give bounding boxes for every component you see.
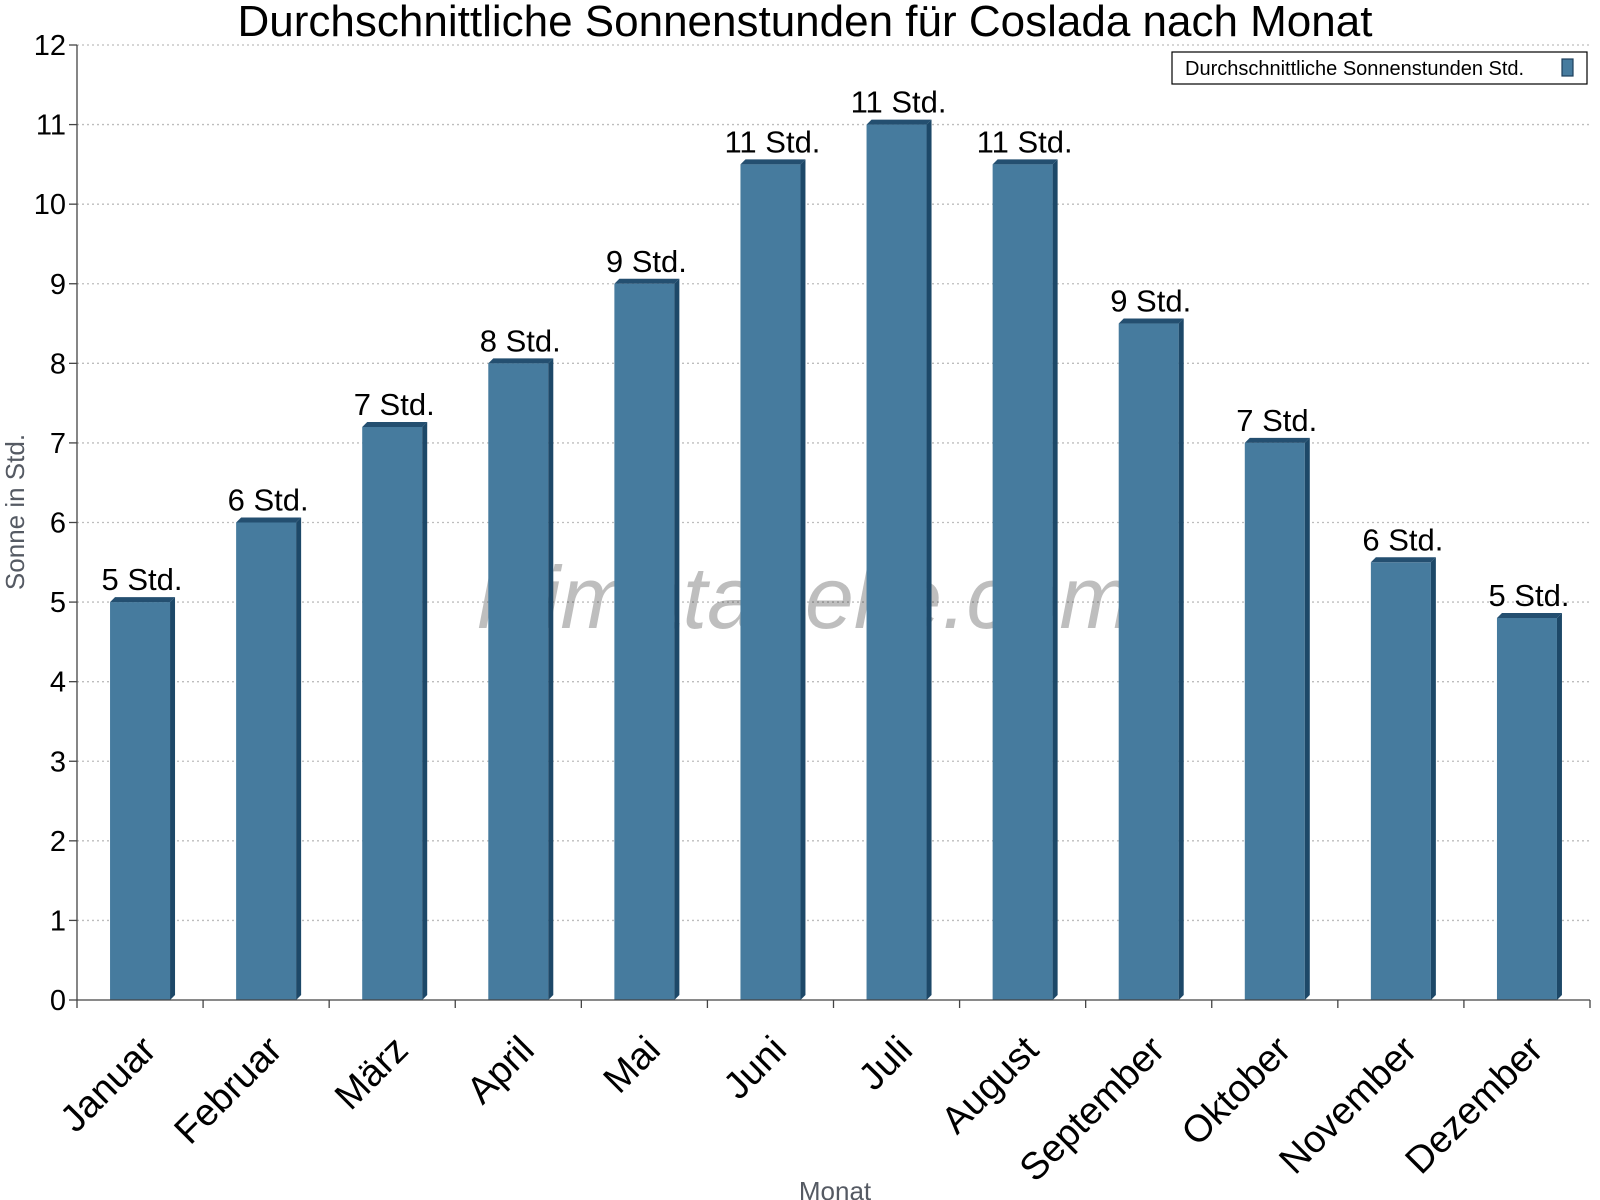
data-label: 9 Std. — [1110, 284, 1191, 319]
legend-swatch — [1561, 58, 1574, 77]
bar-side — [1304, 437, 1310, 1001]
bar-side — [674, 278, 680, 1000]
bar-top — [1370, 557, 1436, 563]
bar-august — [992, 159, 1058, 1000]
data-label: 5 Std. — [102, 562, 183, 597]
bar — [992, 164, 1053, 1000]
bar-top — [992, 159, 1058, 165]
bar-juli — [866, 119, 932, 1001]
bar — [1496, 618, 1557, 1000]
bar — [866, 124, 927, 1001]
x-tick-label: Dezember — [1398, 1028, 1552, 1182]
bar — [1244, 442, 1305, 1001]
data-label: 6 Std. — [228, 483, 309, 518]
bar — [614, 283, 675, 1000]
bar — [740, 164, 801, 1000]
data-label: 11 Std. — [977, 124, 1073, 159]
bar-april — [488, 358, 554, 1000]
bar-side — [1178, 318, 1184, 1001]
y-tick-label: 8 — [50, 348, 66, 380]
bar-top — [866, 119, 932, 125]
bar-oktober — [1244, 437, 1310, 1001]
bar-top — [362, 422, 428, 427]
y-tick-label: 1 — [50, 905, 66, 937]
data-label: 5 Std. — [1488, 578, 1569, 613]
x-tick-label: Juli — [851, 1029, 921, 1099]
bar-side — [1052, 159, 1058, 1000]
x-tick-label: August — [934, 1028, 1048, 1142]
data-label: 11 Std. — [724, 124, 820, 159]
axes — [69, 44, 1591, 1008]
bar-dezember — [1496, 613, 1562, 1000]
y-tick-label: 5 — [50, 587, 66, 619]
bar-top — [614, 278, 680, 284]
y-tick-label: 10 — [34, 189, 66, 221]
bar — [110, 602, 171, 1000]
bar-top — [1496, 613, 1562, 618]
legend: Durchschnittliche Sonnenstunden Std. — [1171, 51, 1588, 85]
y-tick-label: 2 — [50, 826, 66, 858]
x-tick-label: November — [1272, 1028, 1426, 1182]
data-label: 11 Std. — [851, 85, 947, 120]
bar-november — [1370, 557, 1436, 1000]
legend-label: Durchschnittliche Sonnenstunden Std. — [1185, 58, 1524, 80]
y-tick-label: 4 — [50, 667, 66, 699]
y-tick-label: 12 — [34, 30, 66, 62]
bar-side — [296, 517, 302, 1000]
bar-side — [926, 119, 932, 1001]
bar — [1370, 562, 1431, 1000]
x-tick-label: Oktober — [1174, 1028, 1300, 1154]
bar-märz — [362, 422, 428, 1000]
bar — [488, 363, 549, 1000]
bar-side — [548, 358, 554, 1000]
data-label: 9 Std. — [606, 244, 687, 279]
bar-top — [236, 517, 302, 523]
y-tick-label: 7 — [50, 428, 66, 460]
y-tick-label: 3 — [50, 746, 66, 778]
bar-top — [488, 358, 554, 364]
chart-title: Durchschnittliche Sonnenstunden für Cosl… — [238, 0, 1373, 46]
y-tick-label: 6 — [50, 508, 66, 540]
x-tick-label: März — [327, 1029, 416, 1118]
bar-side — [170, 597, 176, 1000]
bar-top — [740, 159, 806, 165]
x-tick-label: April — [459, 1029, 542, 1112]
y-tick-label: 0 — [50, 985, 66, 1017]
bar-side — [800, 159, 806, 1000]
bars — [110, 119, 1562, 1001]
x-axis-title: Monat — [799, 1176, 872, 1200]
y-tick-label: 9 — [50, 269, 66, 301]
data-labels: 5 Std. 6 Std. 7 Std. 8 Std. 9 Std. 11 Std. 11 … — [102, 85, 1570, 613]
x-tick-label: Mai — [596, 1029, 669, 1102]
x-tick-label: Februar — [167, 1028, 291, 1152]
bar-side — [422, 422, 428, 1000]
bar — [236, 522, 297, 1000]
bar-top — [110, 597, 176, 603]
bar-side — [1430, 557, 1436, 1000]
data-label: 8 Std. — [480, 323, 561, 358]
y-tick-label: 11 — [36, 110, 66, 142]
data-label: 7 Std. — [1236, 403, 1317, 438]
data-label: 6 Std. — [1362, 522, 1443, 557]
bar-januar — [110, 597, 176, 1000]
bar — [1118, 323, 1179, 1001]
bar-side — [1556, 613, 1562, 1000]
bar-juni — [740, 159, 806, 1000]
x-tick-label: Januar — [53, 1028, 165, 1140]
legend-box — [1171, 51, 1588, 85]
bar-top — [1244, 437, 1310, 443]
bar-mai — [614, 278, 680, 1000]
x-tick-label: Juni — [716, 1029, 795, 1108]
gridlines — [77, 44, 1590, 922]
bar — [362, 427, 423, 1000]
bar-top — [1118, 318, 1184, 324]
x-tick-labels: Januar Februar März April Mai Juni Juli AugustS… — [53, 1028, 1552, 1189]
y-axis-title: Sonne in Std. — [0, 434, 30, 590]
data-label: 7 Std. — [354, 387, 435, 422]
bar-september — [1118, 318, 1184, 1001]
bar-februar — [236, 517, 302, 1000]
